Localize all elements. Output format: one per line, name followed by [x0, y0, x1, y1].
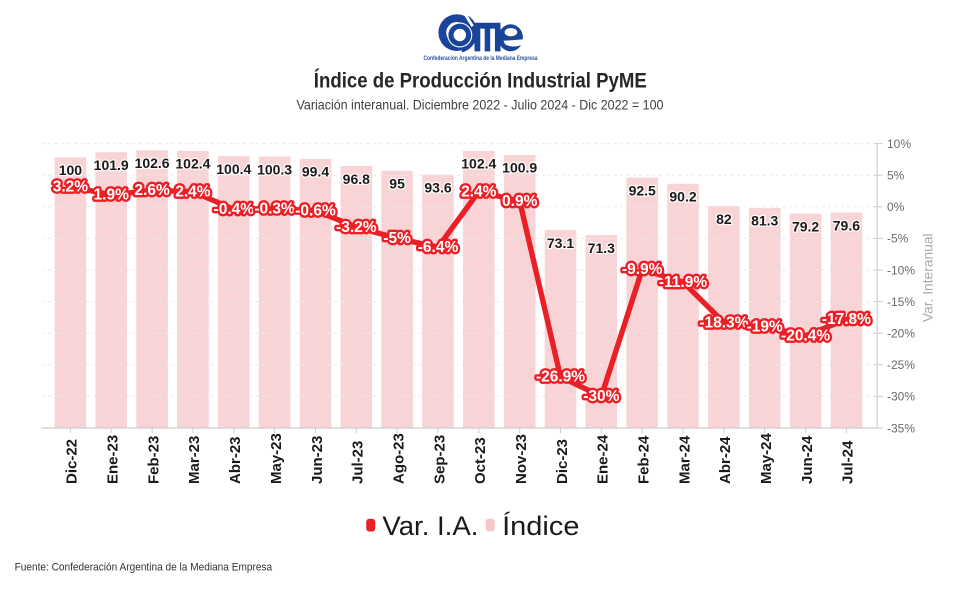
svg-text:96.8: 96.8 [343, 171, 370, 187]
svg-text:Variación interanual. Diciembr: Variación interanual. Diciembre 2022 - J… [297, 97, 664, 112]
svg-text:-19%: -19% [747, 319, 783, 336]
svg-text:-25%: -25% [887, 358, 915, 372]
svg-text:0.9%: 0.9% [502, 193, 538, 210]
svg-text:-17.8%: -17.8% [822, 311, 871, 328]
svg-text:Var. I.A.: Var. I.A. [382, 511, 478, 541]
svg-text:1.9%: 1.9% [94, 187, 130, 204]
svg-text:99.4: 99.4 [302, 164, 329, 180]
svg-text:102.6: 102.6 [135, 155, 170, 171]
svg-text:100: 100 [59, 162, 83, 178]
svg-text:Dic-23: Dic-23 [554, 439, 571, 484]
svg-text:95: 95 [389, 176, 405, 192]
svg-text:Ene-24: Ene-24 [595, 434, 612, 484]
svg-text:-5%: -5% [383, 230, 411, 247]
svg-text:82: 82 [716, 211, 732, 227]
svg-text:Sep-23: Sep-23 [431, 435, 448, 484]
svg-text:93.6: 93.6 [424, 179, 451, 195]
svg-text:Jun-24: Jun-24 [799, 435, 816, 484]
svg-text:-18.3%: -18.3% [699, 314, 748, 331]
svg-text:Ene-23: Ene-23 [105, 435, 122, 484]
svg-text:-20.4%: -20.4% [781, 328, 830, 345]
svg-text:Jul-23: Jul-23 [350, 441, 367, 484]
svg-text:5%: 5% [887, 169, 905, 183]
svg-text:102.4: 102.4 [461, 156, 496, 172]
svg-text:-0.6%: -0.6% [295, 202, 336, 219]
svg-text:Jun-23: Jun-23 [309, 436, 326, 484]
svg-text:79.2: 79.2 [792, 218, 819, 234]
svg-text:-9.9%: -9.9% [622, 261, 663, 278]
svg-text:Dic-22: Dic-22 [64, 439, 81, 484]
svg-text:3.2%: 3.2% [53, 178, 89, 195]
svg-text:Oct-23: Oct-23 [472, 437, 489, 484]
svg-text:-3.2%: -3.2% [336, 219, 377, 236]
svg-text:May-23: May-23 [268, 433, 285, 484]
svg-text:73.1: 73.1 [547, 235, 574, 251]
svg-text:Ago-23: Ago-23 [390, 433, 407, 484]
svg-text:100.3: 100.3 [257, 161, 292, 177]
svg-text:92.5: 92.5 [629, 182, 656, 198]
svg-text:0%: 0% [887, 200, 905, 214]
svg-text:-0.3%: -0.3% [254, 201, 295, 218]
svg-text:Confederación Argentina de la: Confederación Argentina de la Mediana Em… [424, 55, 538, 62]
svg-text:81.3: 81.3 [751, 213, 778, 229]
svg-text:-5%: -5% [887, 232, 909, 246]
svg-text:Feb-23: Feb-23 [145, 436, 162, 484]
svg-text:May-24: May-24 [758, 432, 775, 484]
svg-text:Fuente: Confederación Argentin: Fuente: Confederación Argentina de la Me… [15, 562, 273, 574]
svg-text:-26.9%: -26.9% [536, 369, 585, 386]
svg-text:102.4: 102.4 [175, 156, 210, 172]
svg-text:Índice: Índice [502, 511, 579, 541]
svg-text:-10%: -10% [887, 263, 915, 277]
svg-text:-15%: -15% [887, 295, 915, 309]
svg-text:101.9: 101.9 [94, 157, 129, 173]
svg-text:-30%: -30% [583, 388, 619, 405]
svg-text:2.6%: 2.6% [134, 182, 170, 199]
svg-text:-6.4%: -6.4% [418, 239, 459, 256]
svg-text:Mar-23: Mar-23 [186, 436, 203, 484]
svg-text:-11.9%: -11.9% [659, 274, 707, 291]
svg-text:Jul-24: Jul-24 [840, 440, 857, 484]
svg-text:-20%: -20% [887, 327, 915, 341]
svg-text:2.4%: 2.4% [461, 183, 497, 200]
svg-text:Feb-24: Feb-24 [636, 435, 653, 484]
svg-text:79.6: 79.6 [833, 217, 860, 233]
svg-text:Var. Interanual: Var. Interanual [921, 233, 936, 322]
svg-text:71.3: 71.3 [588, 240, 615, 256]
svg-text:Mar-24: Mar-24 [676, 435, 693, 484]
svg-text:Abr-24: Abr-24 [717, 436, 734, 484]
svg-text:-0.4%: -0.4% [214, 201, 255, 218]
svg-text:Abr-23: Abr-23 [227, 436, 244, 484]
svg-text:100.9: 100.9 [502, 160, 537, 176]
svg-text:2.4%: 2.4% [175, 183, 211, 200]
svg-text:Nov-23: Nov-23 [513, 434, 530, 484]
svg-text:-35%: -35% [887, 421, 915, 435]
svg-text:100.4: 100.4 [216, 161, 251, 177]
svg-text:10%: 10% [887, 137, 911, 151]
svg-text:-30%: -30% [887, 390, 915, 404]
svg-text:90.2: 90.2 [669, 189, 696, 205]
svg-text:Índice de Producción Industria: Índice de Producción Industrial PyME [314, 68, 647, 93]
